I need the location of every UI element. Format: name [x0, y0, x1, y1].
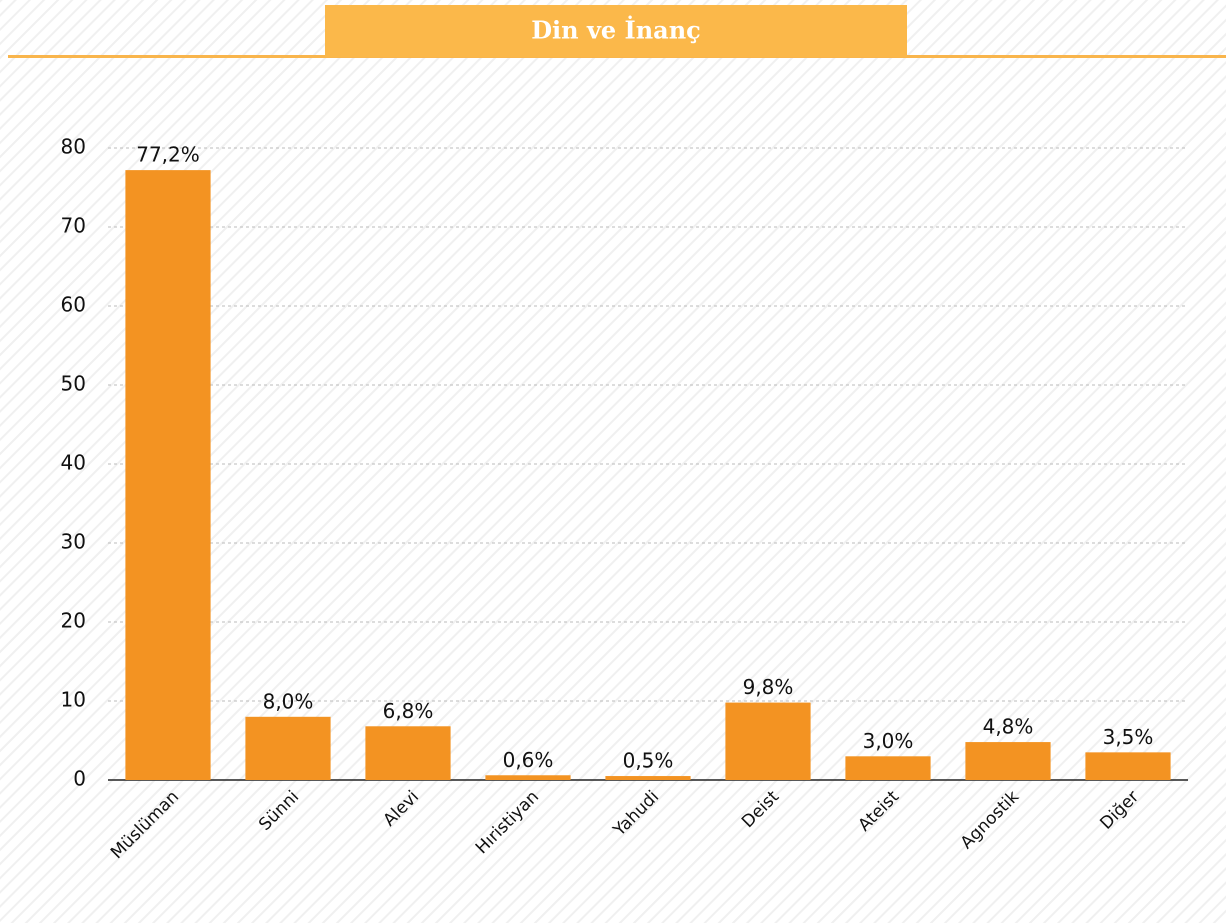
- bar: [245, 716, 331, 780]
- bar: [605, 776, 691, 780]
- bar: [725, 702, 811, 780]
- y-tick-label: 70: [61, 214, 86, 238]
- value-label: 3,5%: [1103, 725, 1154, 749]
- value-label: 0,6%: [503, 748, 554, 772]
- bar: [485, 775, 571, 780]
- title-bar: [325, 5, 907, 57]
- value-label: 8,0%: [263, 689, 314, 713]
- y-tick-label: 0: [73, 767, 86, 791]
- value-label: 77,2%: [136, 143, 200, 167]
- y-tick-label: 10: [61, 688, 86, 712]
- bar: [125, 170, 211, 780]
- value-label: 4,8%: [983, 715, 1034, 739]
- value-label: 9,8%: [743, 675, 794, 699]
- bar: [365, 726, 451, 780]
- chart-title: Din ve İnanç: [531, 16, 701, 45]
- y-tick-label: 50: [61, 372, 86, 396]
- y-tick-label: 30: [61, 530, 86, 554]
- value-label: 3,0%: [863, 729, 914, 753]
- y-tick-label: 80: [61, 135, 86, 159]
- y-tick-label: 20: [61, 609, 86, 633]
- bar: [965, 742, 1051, 780]
- value-label: 6,8%: [383, 699, 434, 723]
- bar: [845, 756, 931, 780]
- y-tick-label: 60: [61, 293, 86, 317]
- bar: [1085, 752, 1171, 780]
- y-tick-label: 40: [61, 451, 86, 475]
- value-label: 0,5%: [623, 749, 674, 773]
